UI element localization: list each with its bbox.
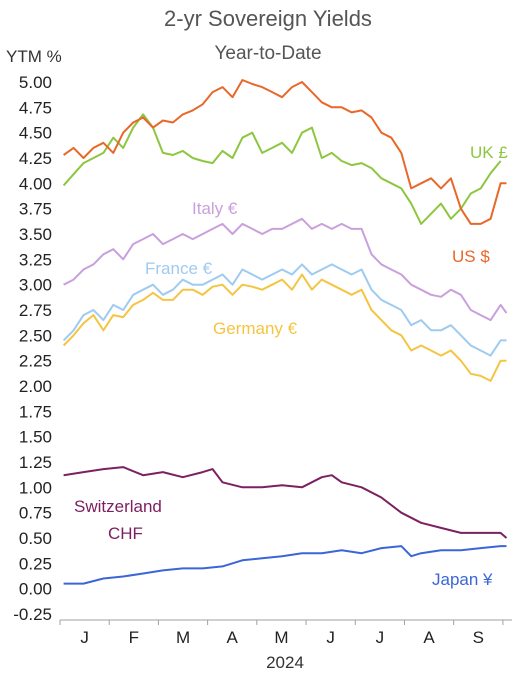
x-tick-label: M bbox=[176, 628, 190, 647]
y-tick-label: 5.00 bbox=[19, 73, 52, 92]
y-tick-label: 4.25 bbox=[19, 149, 52, 168]
y-axis-label: YTM % bbox=[6, 47, 62, 66]
y-tick-label: 3.00 bbox=[19, 276, 52, 295]
y-tick-label: 3.25 bbox=[19, 250, 52, 269]
y-tick-label: 0.50 bbox=[19, 529, 52, 548]
y-tick-label: 1.25 bbox=[19, 453, 52, 472]
y-tick-label: 2.25 bbox=[19, 352, 52, 371]
x-tick-label: J bbox=[376, 628, 385, 647]
y-tick-label: 3.75 bbox=[19, 200, 52, 219]
y-tick-label: 2.00 bbox=[19, 377, 52, 396]
y-tick-label: 2.75 bbox=[19, 301, 52, 320]
y-tick-label: 3.50 bbox=[19, 225, 52, 244]
x-tick-label: J bbox=[80, 628, 89, 647]
chart-title: 2-yr Sovereign Yields bbox=[164, 6, 372, 31]
label-uk: UK £ bbox=[470, 143, 508, 162]
label-us: US $ bbox=[452, 247, 490, 266]
series-line bbox=[63, 545, 507, 585]
series-line bbox=[63, 217, 508, 322]
chart-subtitle: Year-to-Date bbox=[214, 43, 321, 64]
x-tick-label: S bbox=[473, 628, 484, 647]
series-line bbox=[62, 263, 507, 357]
y-tick-label: 0.25 bbox=[19, 554, 52, 573]
series-lines bbox=[62, 79, 508, 585]
label-germany: Germany € bbox=[213, 319, 298, 338]
x-tick-label: M bbox=[274, 628, 288, 647]
y-tick-label: 4.75 bbox=[19, 98, 52, 117]
x-tick-marks bbox=[59, 620, 504, 625]
y-tick-label: 4.50 bbox=[19, 124, 52, 143]
series-line bbox=[62, 113, 502, 225]
y-tick-label: 2.50 bbox=[19, 326, 52, 345]
label-switzerland: Switzerland bbox=[74, 497, 162, 516]
y-tick-labels: 5.00 4.75 4.50 4.25 4.00 3.75 3.50 3.25 3.00 2.75… bbox=[13, 73, 52, 624]
series-line bbox=[63, 79, 507, 225]
label-switzerland-chf: CHF bbox=[108, 524, 143, 543]
y-tick-label: 0.75 bbox=[19, 504, 52, 523]
x-tick-label: F bbox=[129, 628, 139, 647]
y-tick-label: 4.00 bbox=[19, 174, 52, 193]
series-line bbox=[63, 466, 508, 539]
x-tick-label: A bbox=[227, 628, 239, 647]
y-tick-label: 0.00 bbox=[19, 580, 52, 599]
y-tick-label: -0.25 bbox=[13, 605, 52, 624]
label-france: France € bbox=[145, 259, 213, 278]
label-italy: Italy € bbox=[192, 199, 238, 218]
x-tick-label: J bbox=[326, 628, 335, 647]
x-tick-label: A bbox=[423, 628, 435, 647]
x-axis-label: 2024 bbox=[266, 653, 304, 672]
y-tick-label: 1.00 bbox=[19, 478, 52, 497]
y-tick-label: 1.50 bbox=[19, 428, 52, 447]
y-tick-label: 1.75 bbox=[19, 402, 52, 421]
series-line bbox=[62, 273, 507, 382]
label-japan: Japan ¥ bbox=[432, 570, 493, 589]
